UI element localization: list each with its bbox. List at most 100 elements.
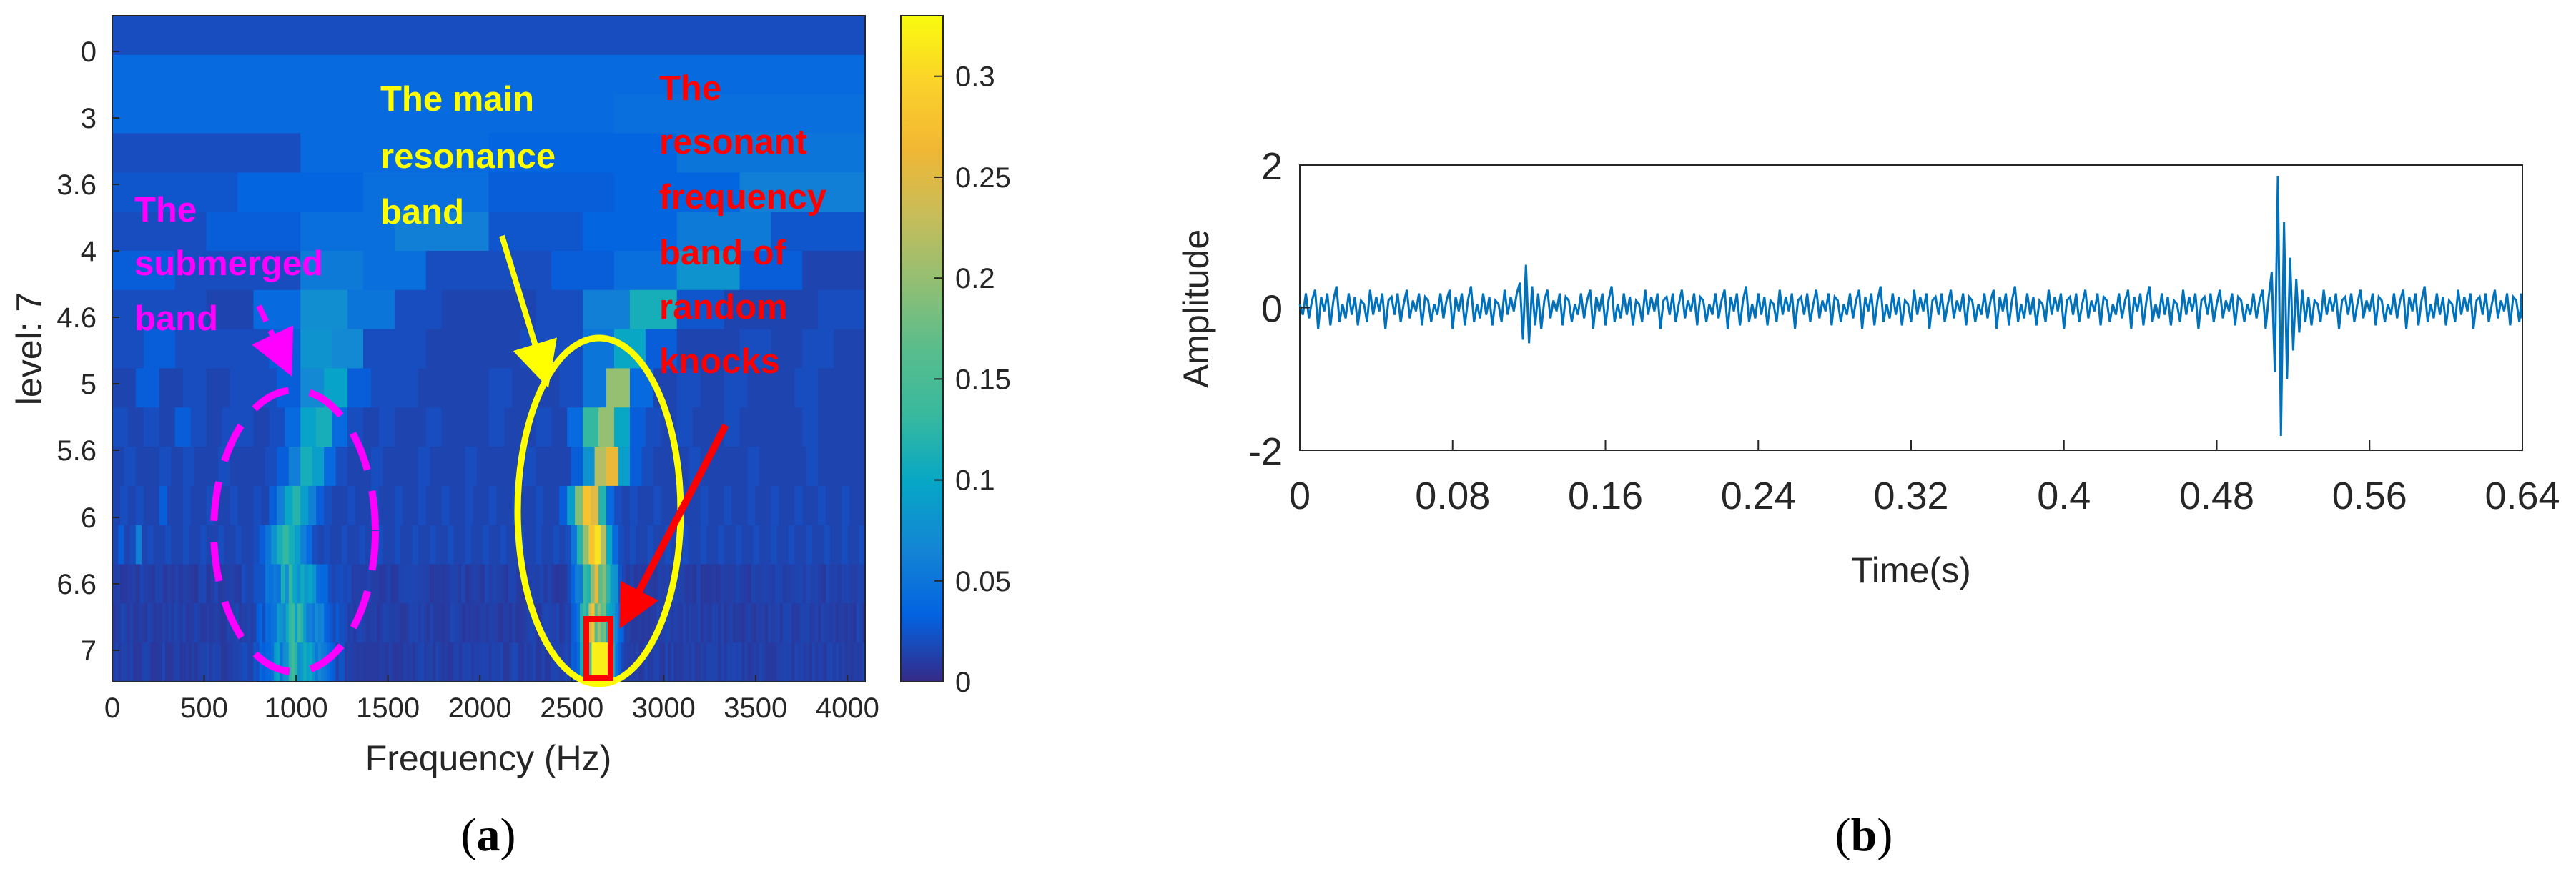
heatmap-cell <box>721 642 725 682</box>
heatmap-cell <box>394 603 398 643</box>
heatmap-cell <box>504 485 513 526</box>
heatmap-cell <box>241 525 248 565</box>
heatmap-cell <box>288 564 293 604</box>
heatmap-cell <box>377 642 380 682</box>
heatmap-cell <box>653 642 657 682</box>
heatmap-cell <box>347 564 352 604</box>
heatmap-cell <box>394 564 399 604</box>
heatmap-cell <box>359 525 366 565</box>
waveform-x-ticks: 0 0.08 0.16 0.24 0.32 0.4 0.48 0.56 0.64 <box>1289 440 2560 517</box>
heatmap-cell <box>197 603 201 643</box>
heatmap-cell <box>676 289 725 330</box>
heatmap-cell <box>483 642 486 682</box>
heatmap-cell <box>626 564 631 604</box>
heatmap-cell <box>673 642 678 682</box>
heatmap-cell <box>485 564 490 604</box>
heatmap-cell <box>309 603 313 643</box>
heatmap-cell <box>756 642 760 682</box>
heatmap-cell <box>621 564 627 604</box>
heatmap-cell <box>112 212 207 252</box>
heatmap-cell <box>744 603 749 643</box>
heatmap-cell <box>849 407 866 447</box>
heatmap-cell <box>771 212 866 252</box>
heatmap-cell <box>383 525 390 565</box>
heatmap-cell <box>847 525 854 565</box>
heatmap-cell <box>697 642 701 682</box>
heatmap-cell <box>849 564 854 604</box>
heatmap-cell <box>480 603 483 643</box>
heatmap-cell <box>386 564 391 604</box>
heatmap-cell <box>583 485 591 526</box>
heatmap-cell <box>739 407 756 447</box>
heatmap-cell <box>165 603 169 643</box>
heatmap-cell <box>473 564 478 604</box>
heatmap-cell <box>679 642 684 682</box>
heatmap-cell <box>465 485 474 526</box>
heatmap-cell <box>206 642 210 682</box>
heatmap-cell <box>477 564 482 604</box>
heatmap-cell <box>335 642 340 682</box>
heatmap-cell <box>602 564 607 604</box>
heatmap-cell <box>662 642 666 682</box>
heatmap-cell <box>347 525 354 565</box>
heatmap-cell <box>729 525 736 565</box>
heatmap-cell <box>112 172 239 212</box>
colorbar-frame <box>900 15 944 682</box>
heatmap-cell <box>206 525 213 565</box>
heatmap-cell <box>253 485 262 526</box>
heatmap-cell <box>427 603 430 643</box>
heatmap-cell <box>179 642 184 682</box>
heatmap-cell <box>403 642 407 682</box>
heatmap-cell <box>394 407 411 447</box>
heatmap-cell <box>206 603 210 643</box>
heatmap-cell <box>418 485 427 526</box>
heatmap-cell <box>538 642 543 682</box>
heatmap-cell <box>377 525 384 565</box>
heatmap-cell <box>359 642 363 682</box>
heatmap-cell <box>427 642 430 682</box>
heatmap-cell <box>338 603 342 643</box>
heatmap-cell <box>162 642 166 682</box>
heatmap-cell <box>559 447 572 487</box>
heatmap-cell <box>359 603 363 643</box>
heatmap-cell <box>483 525 490 565</box>
heatmap-cell <box>712 564 717 604</box>
heatmap-cell <box>806 564 811 604</box>
heatmap-cell <box>418 564 423 604</box>
heatmap-cell <box>700 485 709 526</box>
heatmap-cell <box>433 642 437 682</box>
heatmap-cell <box>253 564 258 604</box>
heatmap-cell <box>850 603 854 643</box>
heatmap-cell <box>433 603 437 643</box>
heatmap-cell <box>461 564 466 604</box>
heatmap-cell <box>112 525 119 565</box>
heatmap-cell <box>355 564 360 604</box>
heatmap-cell <box>400 525 407 565</box>
heatmap-cell <box>503 603 507 643</box>
heatmap-cell <box>362 642 366 682</box>
heatmap-cell <box>159 407 176 447</box>
heatmap-cell <box>565 642 569 682</box>
heatmap-cell <box>142 603 145 643</box>
heatmap-cell <box>422 564 427 604</box>
heatmap-cell <box>400 603 404 643</box>
heatmap-cell <box>692 564 697 604</box>
heatmap-cell <box>262 603 266 643</box>
heatmap-cell <box>380 642 384 682</box>
heatmap-cell <box>668 485 678 526</box>
heatmap-cell <box>129 642 134 682</box>
heatmap-cell <box>591 642 596 682</box>
heatmap-cell <box>621 485 631 526</box>
heatmap-cell <box>415 603 419 643</box>
heatmap-cell <box>206 212 301 252</box>
heatmap-cell <box>500 564 505 604</box>
heatmap-cell <box>306 603 310 643</box>
heatmap-cell <box>253 525 260 565</box>
heatmap-cell <box>414 564 419 604</box>
heatmap-cell <box>316 407 332 447</box>
heatmap-cell <box>600 525 607 565</box>
waveform-y-axis-label: Amplitude <box>1176 229 1216 388</box>
heatmap-cell <box>119 485 129 526</box>
heatmap-cell <box>212 642 216 682</box>
heatmap-cell <box>591 564 596 604</box>
